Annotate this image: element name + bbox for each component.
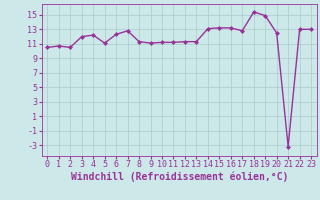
X-axis label: Windchill (Refroidissement éolien,°C): Windchill (Refroidissement éolien,°C) [70,172,288,182]
